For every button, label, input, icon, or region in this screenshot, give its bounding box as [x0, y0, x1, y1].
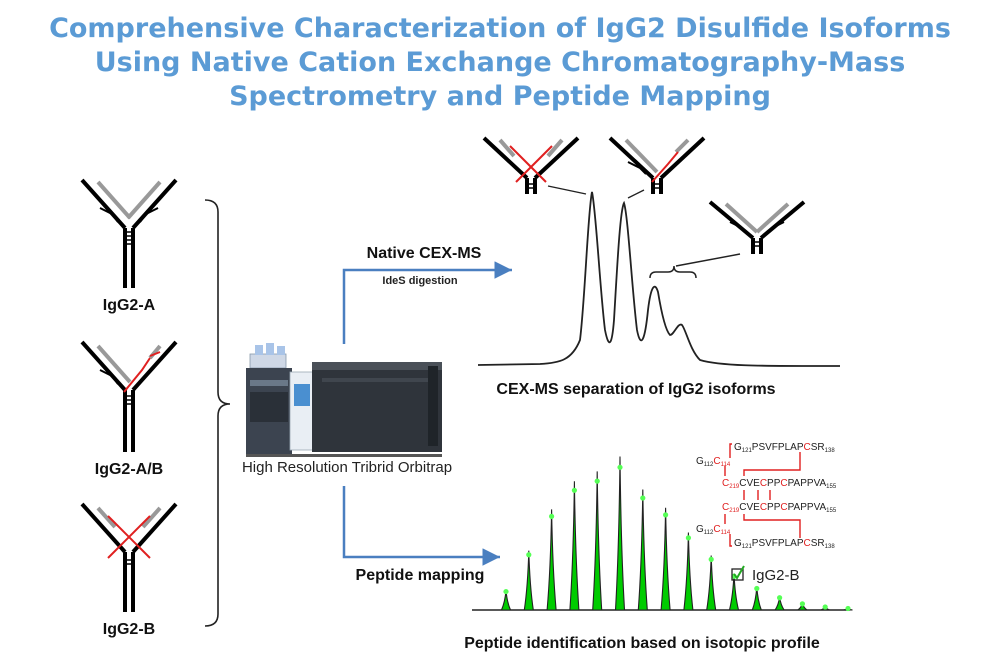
- isoform-label-b: IgG2-B: [103, 621, 155, 638]
- check-icon: [733, 565, 745, 580]
- isoform-label-ab: IgG2-A/B: [95, 461, 163, 478]
- page-title: Comprehensive Characterization of IgG2 D…: [0, 12, 1000, 114]
- map-row3: C219CVECPPCPAPPVA155: [722, 502, 837, 514]
- spectrum-peak: [637, 489, 648, 611]
- peak-callout-3: [675, 253, 741, 267]
- peptide-arrow: [342, 486, 500, 566]
- title-line-3: Spectrometry and Peptide Mapping: [229, 81, 771, 112]
- spectrum-peak-marker: [845, 605, 851, 612]
- peak-callout-1: [547, 185, 587, 195]
- spectrum-peak-marker: [503, 588, 509, 595]
- spectrum-peak-marker: [777, 595, 783, 601]
- spectrum-peak-marker: [799, 601, 806, 607]
- spectrum-peak-marker: [571, 487, 578, 493]
- native-arrow: [342, 261, 512, 344]
- map-row1-right: G121PSVFPLAPCSR138: [734, 442, 835, 454]
- spectrum-peak-marker: [549, 513, 555, 519]
- disulfide-map: G112C114 G121PSVFPLAPCSR138 C219CVECPPCP…: [696, 442, 837, 550]
- spectrum-peak-marker: [754, 585, 760, 592]
- native-arrow-label: Native CEX-MS: [367, 245, 482, 262]
- chromatogram-caption: CEX-MS separation of IgG2 isoforms: [496, 381, 775, 398]
- spectrum-peaks: [500, 456, 853, 612]
- spectrum-peak-marker: [594, 478, 600, 484]
- peptide-arrow-label: Peptide mapping: [356, 567, 485, 584]
- orbitrap-instrument-icon: [246, 343, 442, 457]
- spectrum-peak: [592, 471, 603, 611]
- antibody-peak3-icon: [708, 200, 806, 254]
- map-row2: C219CVECPPCPAPPVA155: [722, 478, 837, 490]
- spectrum-legend: IgG2-B: [731, 565, 800, 584]
- title-line-2: Using Native Cation Exchange Chromatogra…: [94, 47, 906, 78]
- map-row4-right: G121PSVFPLAPCSR138: [734, 538, 835, 550]
- grouping-brace: [204, 199, 231, 627]
- spectrum-peak-marker: [708, 556, 714, 562]
- spectrum-peak-marker: [685, 535, 692, 541]
- spectrum-peak: [546, 509, 557, 611]
- disulfide-bond-lines: [724, 443, 801, 547]
- spectrum-peak: [614, 456, 626, 611]
- spectrum-peak-marker: [663, 512, 669, 518]
- map-row1: G112C114: [696, 456, 731, 468]
- instrument-label: High Resolution Tribrid Orbitrap: [242, 459, 452, 476]
- spectrum-peak: [523, 550, 534, 611]
- spectrum-legend-label: IgG2-B: [752, 567, 800, 584]
- spectrum-peak: [569, 481, 580, 611]
- native-arrow-sublabel: IdeS digestion: [382, 275, 457, 287]
- spectrum-peak-marker: [617, 464, 623, 470]
- chromatogram-trace: [477, 191, 840, 367]
- checkbox-icon: [731, 568, 744, 581]
- spectrum-peak: [683, 532, 694, 611]
- title-line-1: Comprehensive Characterization of IgG2 D…: [49, 13, 951, 44]
- spectrum-peak-marker: [822, 604, 828, 610]
- antibody-peak2-icon: [608, 136, 706, 194]
- antibody-igg2-ab: [80, 340, 178, 452]
- spectrum-peak: [660, 507, 671, 611]
- antibody-igg2-a: [80, 178, 178, 288]
- spectrum-peak-marker: [640, 495, 646, 501]
- isoform-bracket: [649, 265, 697, 279]
- peak-callout-2: [627, 189, 645, 199]
- spectrum-peak: [706, 555, 717, 611]
- isoform-label-a: IgG2-A: [103, 297, 156, 314]
- map-row4: G112C114: [696, 524, 731, 536]
- spectrum-peak-marker: [526, 552, 532, 558]
- antibody-igg2-b: [80, 502, 178, 612]
- antibody-peak1-icon: [482, 136, 580, 194]
- spectrum-caption: Peptide identification based on isotopic…: [464, 635, 820, 652]
